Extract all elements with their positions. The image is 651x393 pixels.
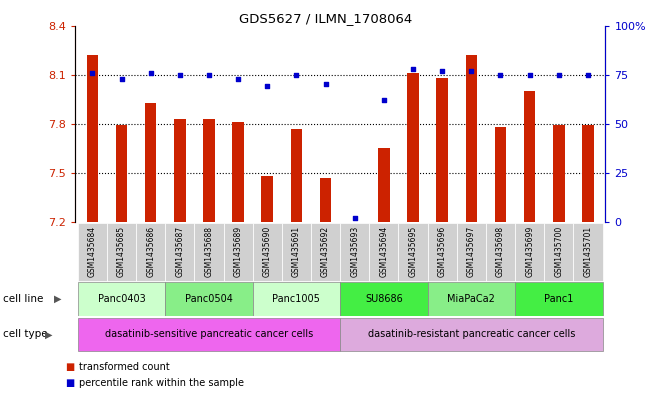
- Text: Panc1: Panc1: [544, 294, 574, 304]
- Point: [204, 72, 214, 78]
- Bar: [77, 223, 107, 281]
- Point: [174, 72, 185, 78]
- Text: GDS5627 / ILMN_1708064: GDS5627 / ILMN_1708064: [239, 12, 412, 25]
- Text: GSM1435700: GSM1435700: [554, 226, 563, 277]
- Point: [350, 215, 360, 221]
- Text: GSM1435699: GSM1435699: [525, 226, 534, 277]
- Point: [437, 68, 447, 74]
- Bar: [165, 283, 253, 316]
- Text: cell type: cell type: [3, 329, 48, 340]
- Bar: [524, 91, 536, 222]
- Text: Panc0403: Panc0403: [98, 294, 145, 304]
- Text: ▶: ▶: [53, 294, 61, 304]
- Bar: [232, 122, 244, 222]
- Bar: [77, 283, 165, 316]
- Bar: [486, 223, 515, 281]
- Text: GSM1435685: GSM1435685: [117, 226, 126, 277]
- Bar: [428, 283, 515, 316]
- Bar: [436, 78, 448, 222]
- Text: dasatinib-resistant pancreatic cancer cells: dasatinib-resistant pancreatic cancer ce…: [368, 329, 575, 340]
- Point: [408, 66, 418, 72]
- Point: [495, 72, 506, 78]
- Point: [233, 75, 243, 82]
- Bar: [203, 119, 215, 222]
- Bar: [544, 223, 574, 281]
- Text: MiaPaCa2: MiaPaCa2: [447, 294, 495, 304]
- Bar: [574, 223, 603, 281]
- Bar: [369, 223, 398, 281]
- Bar: [253, 283, 340, 316]
- Point: [117, 75, 127, 82]
- Text: ■: ■: [65, 378, 74, 388]
- Bar: [495, 127, 506, 222]
- Bar: [340, 283, 428, 316]
- Bar: [253, 223, 282, 281]
- Text: GSM1435695: GSM1435695: [409, 226, 417, 277]
- Point: [320, 81, 331, 88]
- Point: [553, 72, 564, 78]
- Point: [466, 68, 477, 74]
- Text: GSM1435690: GSM1435690: [263, 226, 271, 277]
- Text: GSM1435698: GSM1435698: [496, 226, 505, 277]
- Bar: [340, 223, 369, 281]
- Bar: [515, 283, 603, 316]
- Point: [87, 70, 98, 76]
- Text: GSM1435686: GSM1435686: [146, 226, 155, 277]
- Text: GSM1435692: GSM1435692: [321, 226, 330, 277]
- Bar: [515, 223, 544, 281]
- Bar: [165, 223, 195, 281]
- Bar: [320, 178, 331, 222]
- Text: ▶: ▶: [45, 329, 53, 340]
- Text: SU8686: SU8686: [365, 294, 403, 304]
- Bar: [282, 223, 311, 281]
- Text: GSM1435696: GSM1435696: [437, 226, 447, 277]
- Text: transformed count: transformed count: [79, 362, 170, 373]
- Bar: [378, 149, 390, 222]
- Bar: [87, 55, 98, 222]
- Text: GSM1435694: GSM1435694: [380, 226, 389, 277]
- Text: GSM1435697: GSM1435697: [467, 226, 476, 277]
- Text: percentile rank within the sample: percentile rank within the sample: [79, 378, 244, 388]
- Bar: [553, 125, 564, 222]
- Bar: [174, 119, 186, 222]
- Text: Panc1005: Panc1005: [273, 294, 320, 304]
- Text: dasatinib-sensitive pancreatic cancer cells: dasatinib-sensitive pancreatic cancer ce…: [105, 329, 313, 340]
- Bar: [262, 176, 273, 222]
- Bar: [77, 318, 340, 351]
- Point: [262, 83, 273, 90]
- Point: [379, 97, 389, 103]
- Bar: [107, 223, 136, 281]
- Text: GSM1435687: GSM1435687: [175, 226, 184, 277]
- Bar: [311, 223, 340, 281]
- Point: [145, 70, 156, 76]
- Text: cell line: cell line: [3, 294, 44, 304]
- Text: GSM1435701: GSM1435701: [583, 226, 592, 277]
- Bar: [290, 129, 302, 222]
- Bar: [407, 73, 419, 222]
- Text: GSM1435689: GSM1435689: [234, 226, 243, 277]
- Bar: [457, 223, 486, 281]
- Bar: [116, 125, 128, 222]
- Text: GSM1435688: GSM1435688: [204, 226, 214, 277]
- Bar: [145, 103, 156, 222]
- Bar: [398, 223, 428, 281]
- Point: [583, 72, 593, 78]
- Bar: [465, 55, 477, 222]
- Bar: [428, 223, 457, 281]
- Bar: [195, 223, 223, 281]
- Bar: [136, 223, 165, 281]
- Text: ■: ■: [65, 362, 74, 373]
- Bar: [223, 223, 253, 281]
- Text: Panc0504: Panc0504: [185, 294, 233, 304]
- Text: GSM1435693: GSM1435693: [350, 226, 359, 277]
- Bar: [582, 125, 594, 222]
- Point: [525, 72, 535, 78]
- Text: GSM1435691: GSM1435691: [292, 226, 301, 277]
- Point: [291, 72, 301, 78]
- Text: GSM1435684: GSM1435684: [88, 226, 97, 277]
- Bar: [340, 318, 603, 351]
